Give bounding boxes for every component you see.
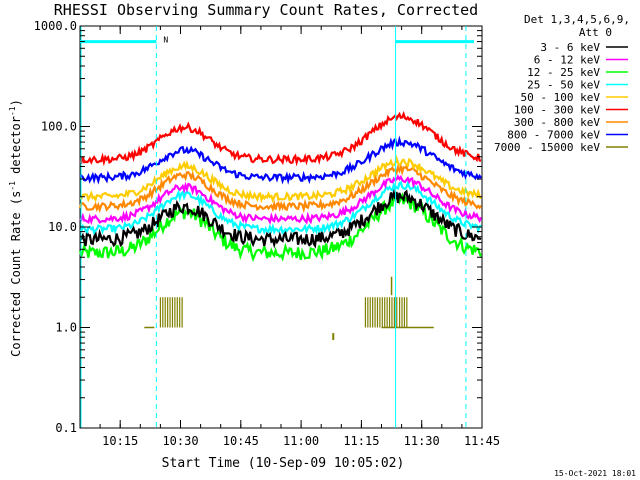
y-axis-label-sup2: -1 <box>8 106 17 116</box>
x-tick-label: 11:30 <box>404 434 440 448</box>
legend-header-line: Att 0 <box>579 26 612 39</box>
y-axis-label-end: ) <box>9 99 23 106</box>
x-axis-label: Start Time (10-Sep-09 10:05:02) <box>162 456 405 471</box>
legend-entry-label: 300 - 800 keV <box>514 116 600 129</box>
legend-entry-label: 100 - 300 keV <box>514 104 600 117</box>
chart-title: RHESSI Observing Summary Count Rates, Co… <box>54 1 478 19</box>
y-tick-label: 1.0 <box>55 321 77 335</box>
x-tick-label: 10:45 <box>223 434 259 448</box>
legend-entry-label: 50 - 100 keV <box>521 91 601 104</box>
legend-entry-label: 25 - 50 keV <box>527 79 600 92</box>
y-tick-label: 0.1 <box>55 421 77 435</box>
y-tick-label: 100.0 <box>41 120 77 134</box>
x-tick-label: 11:45 <box>464 434 500 448</box>
series-layer <box>78 110 483 341</box>
series-line <box>78 191 483 263</box>
y-axis-label-sup1: -1 <box>8 181 17 191</box>
legend-entry-label: 6 - 12 keV <box>534 54 601 67</box>
series-line <box>78 163 482 214</box>
legend-entry-label: 12 - 25 keV <box>527 66 600 79</box>
x-tick-label: 10:15 <box>102 434 138 448</box>
series-line <box>79 135 482 185</box>
x-tick-label: 10:30 <box>162 434 198 448</box>
y-tick-label: 1000.0 <box>34 19 77 33</box>
series-line <box>79 180 482 236</box>
series-line <box>79 154 482 204</box>
legend-entry-label: 3 - 6 keV <box>540 41 600 54</box>
y-axis-label-main: Corrected Count Rate (s <box>9 191 23 357</box>
series-line <box>79 110 482 167</box>
marker-bar-label: N <box>163 36 168 45</box>
legend-entry-label: 800 - 7000 keV <box>507 129 600 142</box>
axis-layer: 0.1 1.0 10.0 100.0 1000.0 10:15 10:30 10:45 11:0… <box>34 19 500 448</box>
legend-header-line: Det 1,3,4,5,6,9, <box>524 13 630 26</box>
plot-area: N 0.1 1.0 10.0 100.0 1000.0 10:15 10:30 10:45 11… <box>34 19 500 448</box>
y-axis-label: Corrected Count Rate (s-1 detector-1) <box>8 99 23 357</box>
legend-entry-label: 7000 - 15000 keV <box>494 141 600 154</box>
x-tick-label: 11:15 <box>343 434 379 448</box>
series-line <box>79 188 482 249</box>
y-axis-label-mid: detector <box>9 116 23 181</box>
x-tick-label: 11:00 <box>283 434 319 448</box>
series-line <box>79 174 483 226</box>
footer-date: 15-Oct-2021 18:01 <box>554 469 636 478</box>
marker-layer: N <box>80 26 474 428</box>
y-tick-label: 10.0 <box>48 220 77 234</box>
